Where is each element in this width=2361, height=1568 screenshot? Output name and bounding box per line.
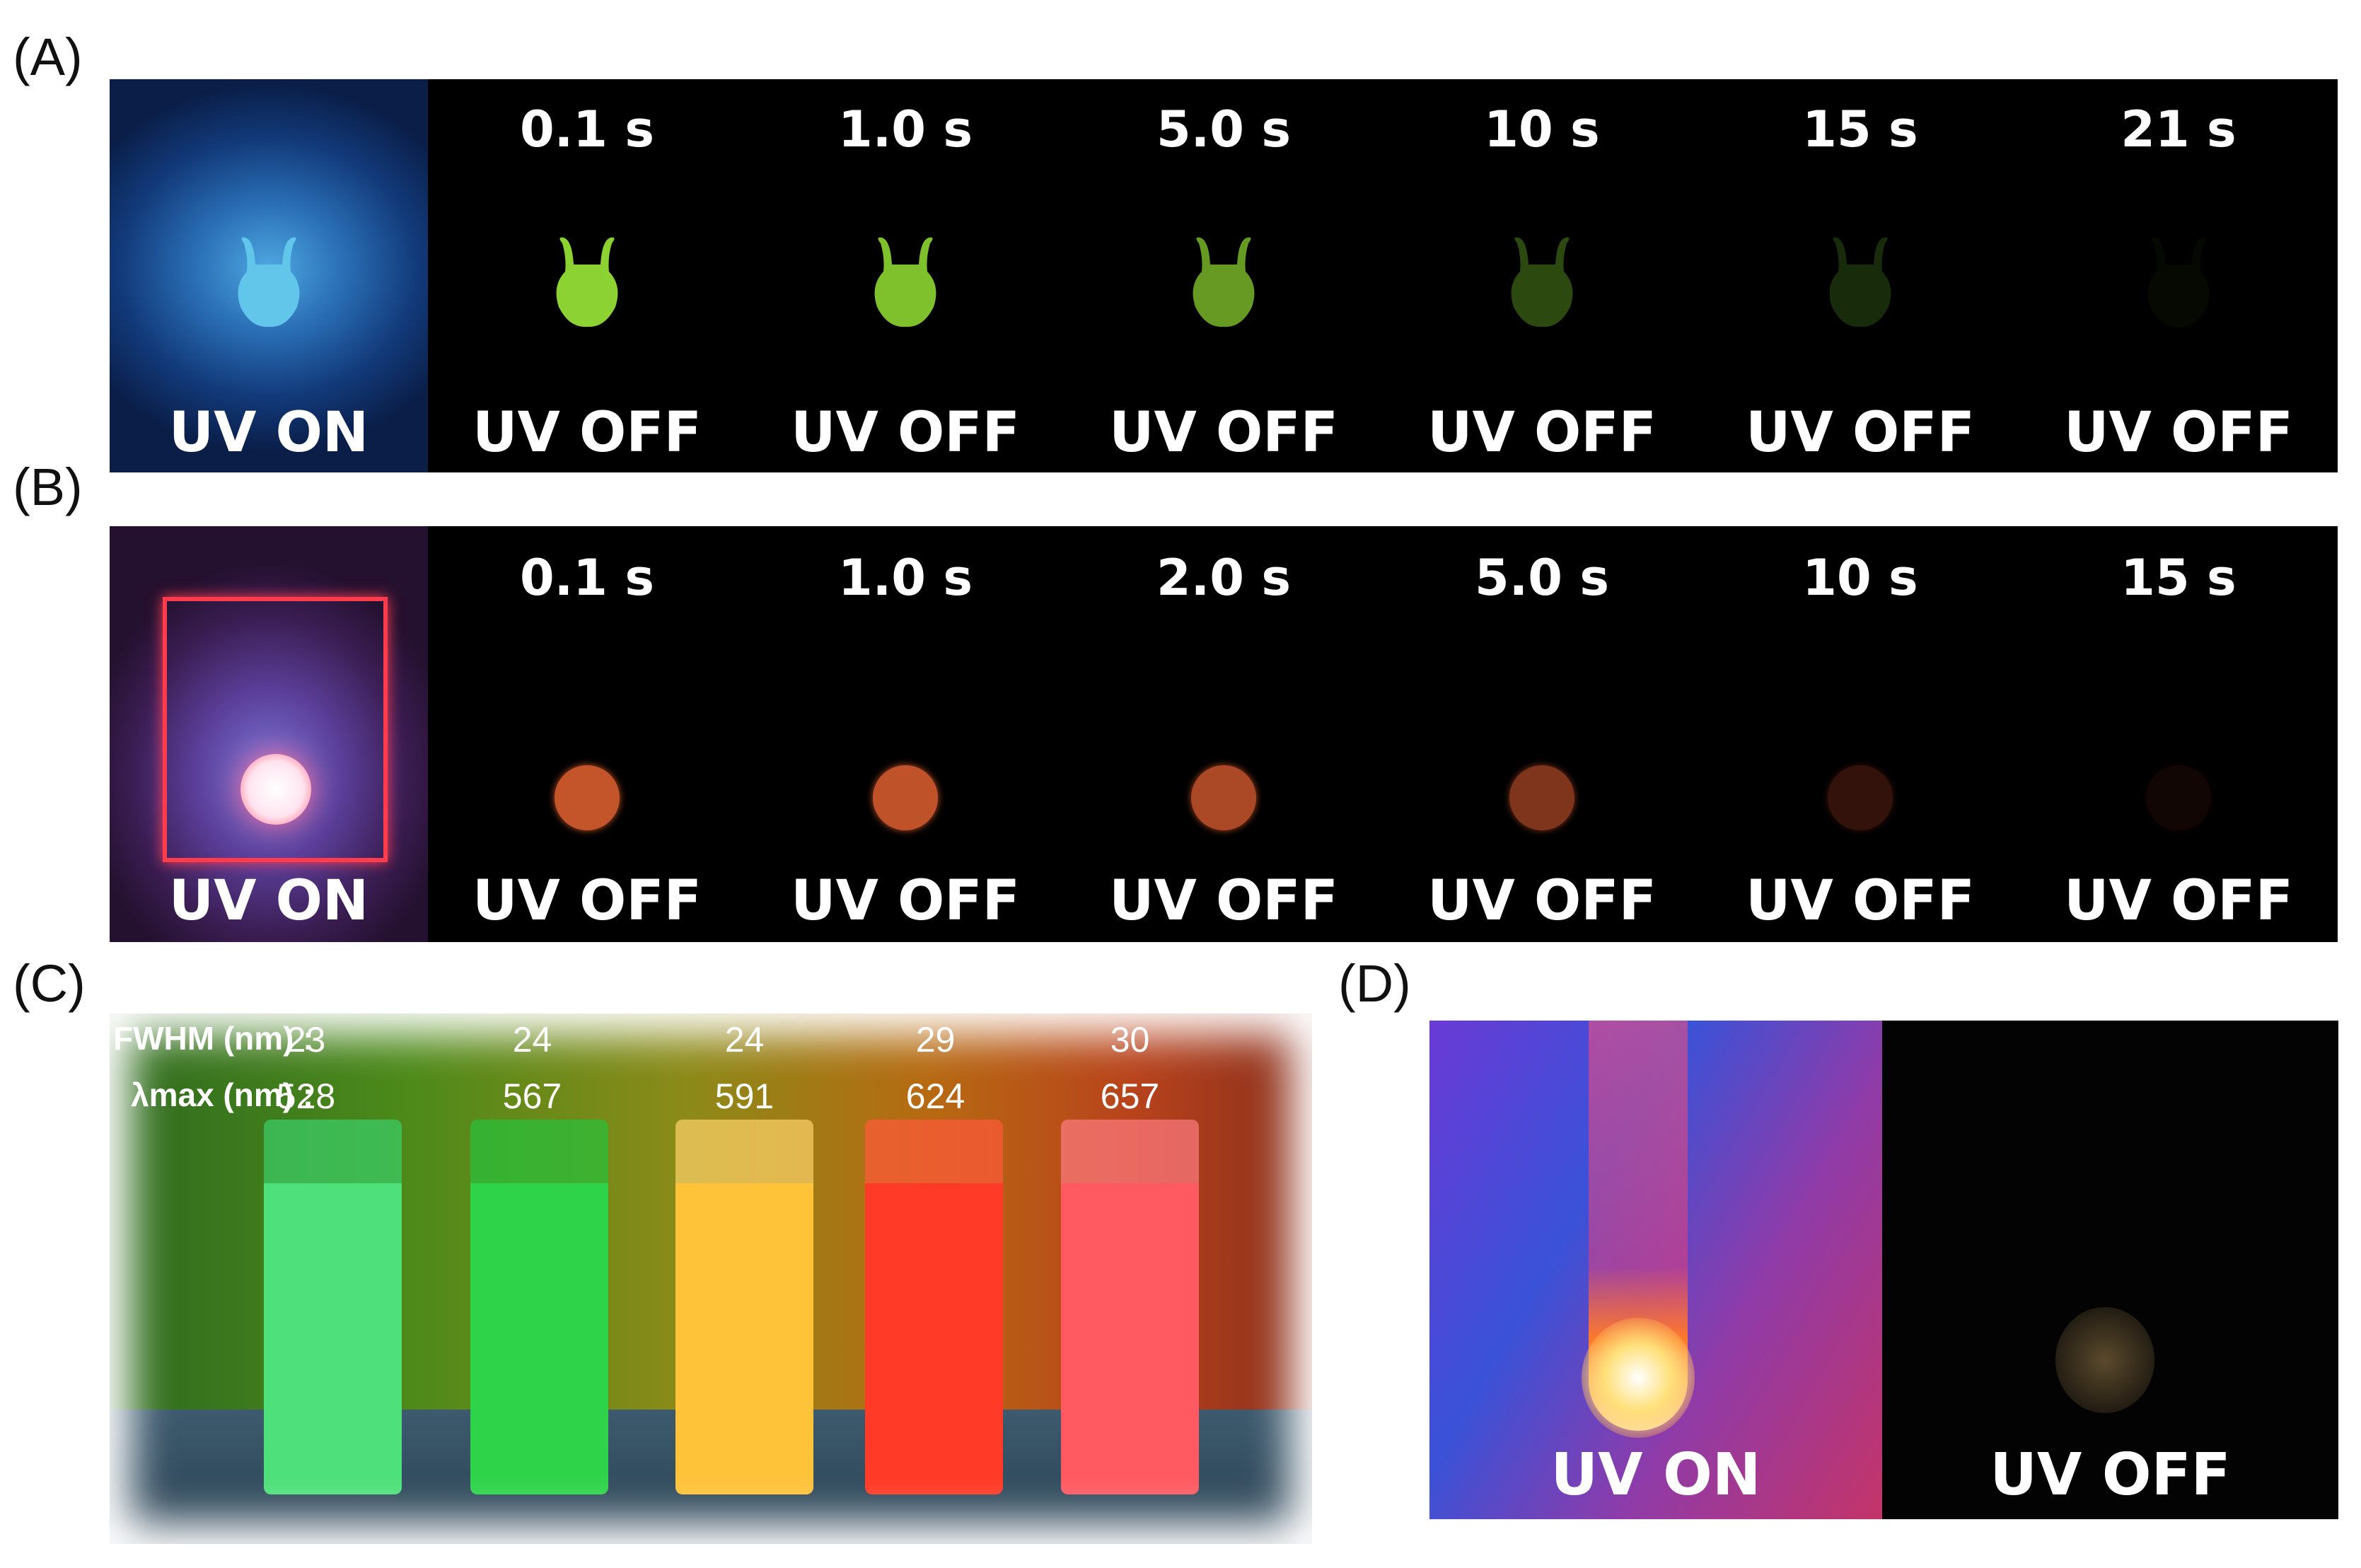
- frame-time: 0.1 s: [519, 549, 655, 607]
- vial-liquid: [865, 1183, 1003, 1494]
- vial-lambda: 624: [905, 1076, 965, 1116]
- fwhm-label: FWHM (nm) :: [113, 1020, 314, 1057]
- disc-sample: [1191, 765, 1256, 830]
- frame-status: UV OFF: [1746, 869, 1975, 933]
- panel-d-uv-off: UV OFF: [1882, 1021, 2338, 1519]
- vial-cap: [470, 1120, 608, 1183]
- vial-liquid: [264, 1183, 402, 1494]
- panel-b-strip: UV ON 0.1 s UV OFF 1.0 s UV OFF 2.0 s UV…: [110, 526, 2338, 942]
- frame-time: 2.0 s: [1156, 549, 1292, 607]
- uv-on-status: UV ON: [1550, 1441, 1761, 1509]
- frame-time: 1.0 s: [837, 549, 973, 607]
- panel-d-uv-on: UV ON: [1429, 1021, 1882, 1519]
- frame-status: UV OFF: [791, 869, 1020, 933]
- vial-fwhm: 24: [724, 1020, 765, 1059]
- panel-b-frame: 0.1 s UV OFF: [428, 526, 746, 942]
- vial-liquid: [1061, 1183, 1199, 1494]
- vial-cap: [264, 1120, 402, 1183]
- panel-a-strip: UV ON 0.1 s UV OFF 1.0 s UV OFF 5.0 s UV…: [110, 79, 2338, 472]
- vial: [264, 1120, 402, 1494]
- frame-status: UV OFF: [1427, 401, 1657, 465]
- panel-b-frame: 5.0 s UV OFF: [1383, 526, 1701, 942]
- frame-time: 15 s: [1802, 100, 1918, 158]
- square-outline: [163, 597, 388, 862]
- panel-b-frame: 1.0 s UV OFF: [746, 526, 1065, 942]
- afterglow-sample: [2055, 1307, 2154, 1413]
- bunny-shape: [2147, 237, 2210, 327]
- frame-time: 5.0 s: [1474, 549, 1610, 607]
- frame-status: UV OFF: [791, 401, 1020, 465]
- disc-sample: [555, 765, 620, 830]
- panel-a-frame: 5.0 s UV OFF: [1065, 79, 1383, 472]
- vial: [675, 1120, 813, 1494]
- panel-b-frame: 15 s UV OFF: [2019, 526, 2338, 942]
- bunny-shape: [556, 237, 618, 327]
- panel-d: UV ON UV OFF: [1429, 1021, 2338, 1519]
- frame-status: UV OFF: [1109, 869, 1338, 933]
- uv-off-status: UV OFF: [1990, 1441, 2231, 1509]
- vial-fwhm: 29: [915, 1020, 956, 1059]
- vial-fwhm: 24: [512, 1020, 552, 1059]
- frame-status: UV OFF: [2064, 869, 2293, 933]
- panel-label-a: (A): [13, 28, 83, 86]
- tube-glow: [1582, 1318, 1695, 1438]
- panel-label-c: (C): [13, 954, 86, 1013]
- panel-c-photo: FWHM (nm) : λmax (nm) : 23 528 24 567 24…: [110, 1014, 1312, 1544]
- vial-lambda: 528: [276, 1076, 336, 1116]
- frame-status: UV OFF: [2064, 401, 2293, 465]
- bunny-shape: [1829, 237, 1891, 327]
- vial-liquid: [470, 1183, 608, 1494]
- panel-b-frame: 2.0 s UV OFF: [1065, 526, 1383, 942]
- vial-fwhm: 23: [286, 1020, 326, 1059]
- disc-sample: [2146, 765, 2211, 830]
- frame-time: 10 s: [1484, 100, 1600, 158]
- frame-status: UV OFF: [472, 869, 702, 933]
- vial-lambda: 657: [1100, 1076, 1160, 1116]
- panel-a-frame: 0.1 s UV OFF: [428, 79, 746, 472]
- panel-a-frame: 21 s UV OFF: [2019, 79, 2338, 472]
- disc-sample: [1828, 765, 1893, 830]
- vial: [1061, 1120, 1199, 1494]
- vial: [865, 1120, 1003, 1494]
- lambda-label: λmax (nm) :: [131, 1076, 314, 1113]
- panel-a-frame: 10 s UV OFF: [1383, 79, 1701, 472]
- frame-status: UV OFF: [1109, 401, 1338, 465]
- frame-status: UV OFF: [1746, 401, 1975, 465]
- bunny-shape: [238, 237, 300, 327]
- panel-a-frame: 15 s UV OFF: [1701, 79, 2019, 472]
- vial-liquid: [675, 1183, 813, 1494]
- vial-fwhm: 30: [1110, 1020, 1150, 1059]
- panel-b-frame: 10 s UV OFF: [1701, 526, 2019, 942]
- frame-status: UV OFF: [1427, 869, 1657, 933]
- frame-status: UV ON: [168, 401, 369, 465]
- panel-label-d: (D): [1338, 954, 1411, 1013]
- vial-cap: [1061, 1120, 1199, 1183]
- panel-a-frame: 1.0 s UV OFF: [746, 79, 1065, 472]
- vial-cap: [675, 1120, 813, 1183]
- disc-sample: [240, 754, 311, 825]
- frame-status: UV ON: [168, 869, 369, 933]
- disc-sample: [873, 765, 938, 830]
- bunny-shape: [1193, 237, 1255, 327]
- panel-label-b: (B): [13, 458, 83, 516]
- bunny-shape: [874, 237, 936, 327]
- frame-time: 10 s: [1802, 549, 1918, 607]
- frame-time: 0.1 s: [519, 100, 655, 158]
- frame-time: 5.0 s: [1156, 100, 1292, 158]
- vial: [470, 1120, 608, 1494]
- bunny-shape: [1511, 237, 1573, 327]
- vial-cap: [865, 1120, 1003, 1183]
- frame-time: 21 s: [2121, 100, 2237, 158]
- frame-time: 1.0 s: [837, 100, 973, 158]
- vial-lambda: 591: [714, 1076, 775, 1116]
- panel-a-frame: UV ON: [110, 79, 428, 472]
- disc-sample: [1509, 765, 1574, 830]
- panel-b-frame: UV ON: [110, 526, 428, 942]
- vial-lambda: 567: [502, 1076, 562, 1116]
- frame-time: 15 s: [2121, 549, 2237, 607]
- frame-status: UV OFF: [472, 401, 702, 465]
